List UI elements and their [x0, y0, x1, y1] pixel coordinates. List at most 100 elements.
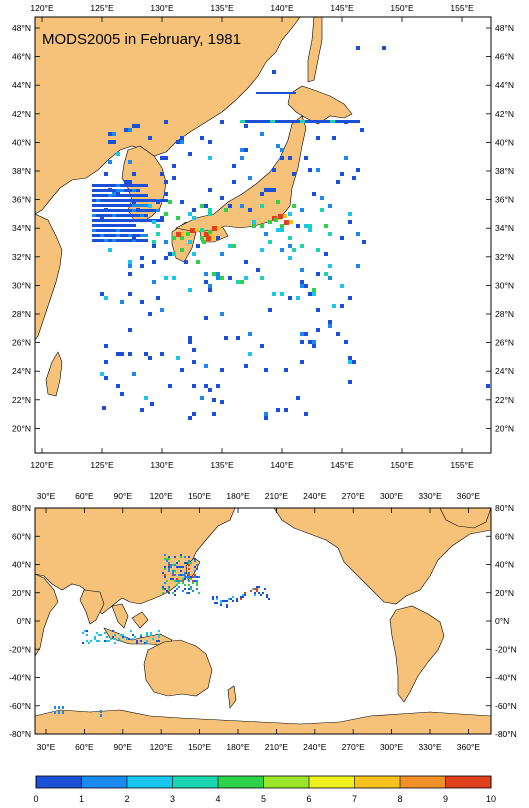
obs-cell: [164, 120, 168, 124]
obs-cell: [112, 204, 116, 207]
colorbar-label: 8: [397, 794, 402, 804]
obs-cell: [104, 208, 108, 212]
global-obs-cell: [86, 634, 88, 636]
global-obs-cell: [244, 594, 246, 596]
obs-cell: [116, 234, 120, 237]
global-obs-cell: [184, 578, 186, 580]
obs-cell: [152, 244, 156, 248]
obs-cell: [112, 214, 116, 217]
global-obs-cell: [190, 586, 192, 588]
regional-map-ticks: 120°E 120°E 125°E 125°E 130°E 130°E 135°E 135°E…: [12, 3, 514, 470]
global-obs-cell: [190, 578, 192, 580]
colorbar: 0 1 2 3 4 5 6 7 8 9 10: [33, 775, 496, 804]
obs-cell: [264, 368, 268, 372]
obs-cell: [216, 236, 220, 240]
obs-cell: [180, 248, 184, 252]
global-obs-cell: [170, 578, 172, 580]
obs-cell: [271, 92, 276, 94]
colorbar-swatch: [36, 776, 82, 788]
obs-cell: [136, 219, 140, 222]
obs-cell: [136, 124, 140, 128]
global-obs-cell: [150, 632, 152, 634]
obs-cell: [330, 120, 335, 123]
global-obs-cell: [140, 640, 142, 642]
lat-label-right: 24°N: [495, 366, 514, 376]
global-obs-cell: [96, 640, 98, 642]
obs-cell: [128, 209, 132, 212]
lon-label-top: 130°E: [150, 3, 174, 13]
obs-cell: [132, 372, 136, 376]
global-lon-label-bottom: 60°E: [75, 742, 94, 752]
obs-cell: [192, 208, 196, 212]
obs-cell: [196, 244, 200, 248]
lon-label-top: 145°E: [330, 3, 354, 13]
global-obs-cell: [114, 634, 116, 636]
global-lat-label-right: -20°N: [495, 644, 517, 654]
global-lon-label-bottom: 360°E: [457, 742, 481, 752]
lon-label-bottom: 155°E: [450, 460, 474, 470]
obs-cell: [324, 272, 328, 276]
obs-cell: [128, 328, 132, 332]
obs-cell: [136, 208, 140, 212]
global-obs-cell: [194, 560, 196, 562]
lat-label-right: 40°N: [495, 137, 514, 147]
global-obs-cell: [222, 600, 224, 602]
lat-label-left: 48°N: [12, 23, 31, 33]
obs-cell: [132, 224, 136, 227]
global-obs-cell: [112, 636, 114, 638]
obs-cell: [136, 239, 140, 242]
lon-label-bottom: 130°E: [150, 460, 174, 470]
obs-cell-hot: [202, 240, 206, 244]
global-obs-cell: [182, 574, 184, 576]
global-obs-cell: [212, 598, 214, 600]
global-obs-cell: [84, 630, 86, 632]
obs-cell: [148, 199, 152, 202]
obs-cell: [108, 234, 112, 237]
lon-label-bottom: 150°E: [390, 460, 414, 470]
lat-label-left: 20°N: [12, 423, 31, 433]
obs-cell: [276, 228, 280, 232]
global-obs-cell: [194, 570, 196, 572]
obs-cell: [382, 46, 386, 50]
obs-cell-hot: [186, 232, 190, 236]
obs-cell: [132, 209, 136, 212]
obs-cell: [200, 396, 204, 400]
obs-cell: [96, 229, 100, 232]
obs-cell: [128, 229, 132, 232]
global-obs-cell: [174, 590, 176, 592]
obs-cell: [108, 229, 112, 232]
obs-cell: [255, 120, 260, 123]
obs-cell: [104, 219, 108, 222]
global-obs-cell: [220, 602, 222, 604]
global-obs-cell: [174, 564, 176, 566]
south-america: [389, 605, 445, 703]
obs-cell: [296, 224, 300, 228]
obs-cell: [172, 164, 176, 168]
obs-cell: [352, 176, 356, 180]
obs-cell: [116, 219, 120, 222]
obs-cell: [224, 336, 228, 340]
obs-cell: [268, 240, 272, 244]
global-obs-cell: [106, 636, 108, 638]
obs-cell: [100, 214, 104, 217]
obs-cell: [140, 234, 144, 237]
global-obs-cell: [232, 596, 234, 598]
obs-cell: [120, 214, 124, 217]
global-obs-cell: [168, 558, 170, 560]
obs-cell: [324, 252, 328, 256]
global-obs-cell: [184, 588, 186, 590]
observation-cells: [92, 46, 490, 420]
eurasia: [35, 508, 236, 615]
obs-cell: [108, 188, 112, 192]
obs-cell: [132, 194, 136, 197]
obs-cell: [104, 360, 108, 364]
obs-cell: [280, 292, 284, 296]
obs-cell: [96, 199, 100, 202]
obs-cell: [128, 272, 132, 276]
obs-cell: [140, 239, 144, 242]
global-lat-label-right: -80°N: [495, 729, 517, 739]
global-obs-cell: [100, 634, 102, 636]
global-lon-label-top: 240°E: [303, 491, 327, 501]
global-obs-cell: [226, 600, 228, 602]
global-obs-cell: [176, 566, 178, 568]
